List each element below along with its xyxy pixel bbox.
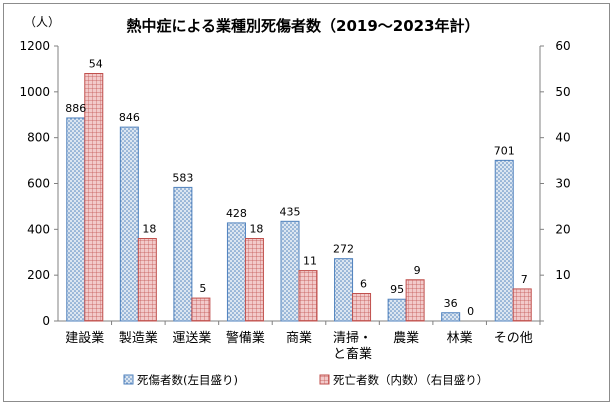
death-label: 5	[199, 282, 206, 295]
category-label: 農業	[393, 330, 419, 346]
legend-label-casualty: 死傷者数(左目盛り)	[137, 373, 238, 387]
casualty-bar	[66, 117, 86, 322]
category-labels: 建設業 製造業 運送業 警備業 商業 清掃・と畜業 農業 林業 その他	[65, 330, 532, 362]
category-label: 警備業	[226, 330, 265, 346]
casualty-label: 95	[390, 283, 404, 296]
death-label: 11	[303, 255, 317, 268]
death-bar	[137, 238, 157, 322]
casualty-bar	[280, 220, 300, 322]
legend-swatch-death	[319, 374, 330, 385]
casualty-bar	[441, 312, 461, 322]
death-label: 18	[249, 223, 263, 236]
right-tick-label: 60	[555, 39, 570, 53]
chart-title: 熱中症による業種別死傷者数（2019～2023年計）	[126, 17, 479, 35]
casualty-label: 272	[333, 243, 354, 256]
casualty-bar	[226, 222, 246, 322]
casualty-bar	[334, 258, 354, 322]
category-label: その他	[494, 331, 533, 346]
casualty-bar	[494, 159, 514, 322]
casualty-label: 36	[444, 297, 458, 310]
casualty-label: 701	[494, 144, 515, 157]
death-label: 9	[414, 264, 421, 277]
left-tick-label: 200	[27, 268, 50, 282]
bars	[66, 73, 532, 322]
left-tick-label: 800	[27, 131, 50, 145]
right-tick-label: 40	[555, 131, 570, 145]
category-label: と畜業	[333, 346, 372, 362]
death-bar	[512, 288, 532, 322]
right-tick-label: 30	[555, 177, 570, 191]
death-label: 6	[360, 278, 367, 291]
right-tick-label: 20	[555, 222, 570, 236]
casualty-label: 846	[119, 111, 140, 124]
category-label: 製造業	[119, 330, 158, 346]
death-bar	[244, 238, 264, 322]
chart-frame	[3, 3, 610, 402]
legend-swatch-casualty	[123, 374, 134, 385]
category-label: 林業	[447, 330, 473, 346]
death-bar	[352, 293, 372, 322]
left-tick-label: 1200	[19, 39, 50, 53]
legend-label-death: 死亡者数（内数）（右目盛り）	[333, 373, 488, 387]
left-axis-unit: （人）	[24, 15, 60, 29]
category-label: 清掃・	[333, 330, 372, 346]
category-label: 運送業	[172, 330, 211, 346]
death-bar	[191, 297, 211, 322]
category-label: 商業	[286, 330, 312, 346]
right-tick-label: 50	[555, 85, 570, 99]
casualty-label: 886	[65, 102, 86, 115]
death-label: 7	[521, 273, 528, 286]
death-bar	[405, 279, 425, 322]
left-tick-label: 0	[42, 314, 50, 328]
casualty-bar	[387, 298, 407, 322]
casualty-label: 428	[226, 207, 247, 220]
left-tick-label: 1000	[19, 85, 50, 99]
casualty-label: 583	[172, 171, 193, 184]
legend: 死傷者数(左目盛り) 死亡者数（内数）（右目盛り）	[123, 373, 488, 387]
casualty-label: 435	[280, 205, 301, 218]
right-tick-label: 10	[555, 268, 570, 282]
death-label: 0	[467, 305, 474, 318]
death-label: 18	[142, 223, 156, 236]
casualty-bar	[119, 126, 139, 322]
left-tick-label: 400	[27, 222, 50, 236]
death-bar	[298, 270, 318, 322]
death-label: 54	[89, 58, 103, 71]
casualty-bar	[173, 186, 193, 322]
left-tick-label: 600	[27, 177, 50, 191]
category-label: 建設業	[65, 330, 104, 346]
death-bar	[84, 73, 104, 322]
